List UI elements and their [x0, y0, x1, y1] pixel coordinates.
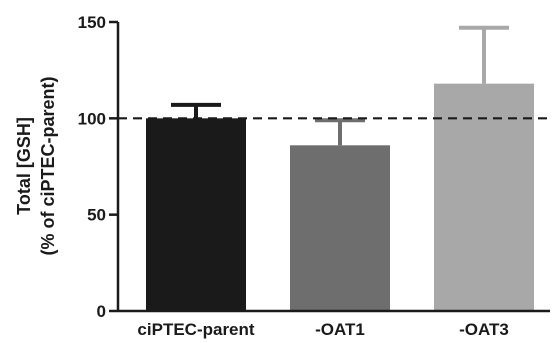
- y-axis-title-line2: (% of ciPTEC-parent): [38, 76, 58, 255]
- bar: [434, 83, 534, 311]
- bars: [146, 83, 534, 311]
- y-axis-title-line1: Total [GSH]: [14, 117, 34, 215]
- x-category-label: ciPTEC-parent: [137, 320, 254, 339]
- y-tick-label: 100: [78, 109, 106, 128]
- bar: [290, 145, 390, 311]
- y-axis-title: Total [GSH] (% of ciPTEC-parent): [14, 76, 58, 255]
- x-category-label: -OAT1: [315, 320, 365, 339]
- bar: [146, 118, 246, 311]
- x-axis-labels: ciPTEC-parent -OAT1 -OAT3: [137, 320, 508, 339]
- y-axis-ticks: 0 50 100 150: [78, 13, 118, 321]
- error-bars: [171, 25, 509, 146]
- y-tick-label: 0: [97, 302, 106, 321]
- y-tick-label: 50: [87, 206, 106, 225]
- x-category-label: -OAT3: [459, 320, 509, 339]
- y-tick-label: 150: [78, 13, 106, 32]
